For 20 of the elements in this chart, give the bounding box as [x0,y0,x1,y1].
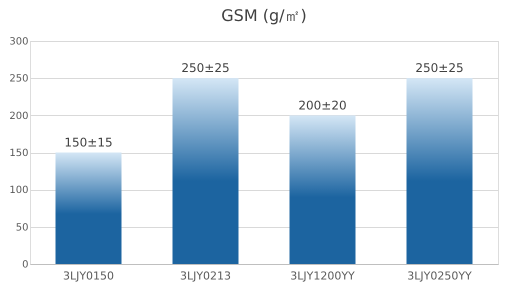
chart-title: GSM (g/㎡) [221,6,307,25]
y-tick-label: 300 [9,36,28,48]
y-tick-label: 200 [9,110,28,122]
x-tick-label: 3LJY0250YY [407,270,472,282]
data-label: 200±20 [298,98,347,112]
x-tick-label: 3LJY0213 [180,270,232,282]
bar [290,115,356,264]
y-tick-label: 100 [9,185,28,196]
y-tick-label: 250 [9,74,28,85]
data-label: 250±25 [181,61,230,76]
bar [406,78,472,264]
x-tick-label: 3LJY0150 [62,270,114,282]
y-tick-label: 0 [22,260,28,270]
bar [56,152,122,264]
x-tick-label: 3LJY1200YY [290,270,356,282]
data-label: 150±15 [64,136,113,150]
y-tick-label: 150 [9,148,28,159]
bar [172,78,238,264]
y-tick-label: 50 [16,222,28,234]
data-label: 250±25 [415,61,464,76]
